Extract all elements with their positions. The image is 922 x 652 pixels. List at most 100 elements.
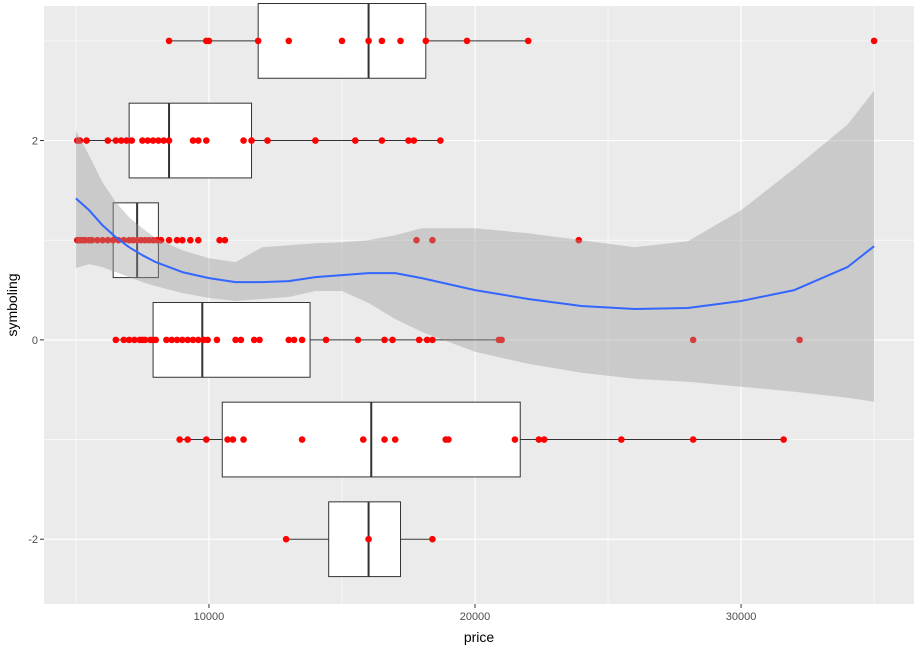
data-point xyxy=(149,137,157,144)
data-point xyxy=(229,436,237,443)
data-point xyxy=(422,37,430,45)
data-point xyxy=(104,236,112,244)
data-point xyxy=(575,236,583,244)
data-point xyxy=(780,436,787,443)
data-point xyxy=(83,137,90,144)
data-point xyxy=(88,236,96,244)
data-point xyxy=(168,336,176,344)
data-point xyxy=(264,137,271,144)
data-point xyxy=(359,436,367,443)
data-point xyxy=(240,436,247,443)
data-point xyxy=(112,336,120,344)
data-point xyxy=(237,336,245,344)
data-point xyxy=(139,137,146,144)
data-point xyxy=(445,436,452,443)
y-tick-label: 0 xyxy=(32,335,38,347)
data-point xyxy=(112,137,120,144)
data-point xyxy=(415,336,423,344)
data-point xyxy=(796,336,803,344)
data-point xyxy=(224,436,231,443)
data-point xyxy=(221,236,229,244)
data-point xyxy=(429,535,436,543)
data-point xyxy=(689,436,697,443)
data-point xyxy=(104,137,112,144)
data-point xyxy=(93,236,101,244)
y-tick-label: -2 xyxy=(28,534,38,546)
smooth-confidence-band xyxy=(75,90,875,402)
data-point xyxy=(413,236,420,244)
data-point xyxy=(870,37,878,45)
data-point xyxy=(285,336,293,344)
data-point xyxy=(179,236,186,244)
data-point xyxy=(423,336,431,344)
data-point xyxy=(429,336,436,344)
y-axis-title: symboling xyxy=(4,273,20,336)
data-point xyxy=(204,336,211,344)
data-point xyxy=(248,137,255,144)
boxplot-symboling--1 xyxy=(179,401,784,478)
data-point xyxy=(689,336,697,344)
y-tick-label: 2 xyxy=(32,136,38,148)
data-point xyxy=(165,37,173,45)
data-point xyxy=(187,236,194,244)
data-point xyxy=(391,436,399,443)
data-point xyxy=(354,336,362,344)
data-point xyxy=(524,37,532,45)
confidence-band xyxy=(75,90,875,402)
data-points xyxy=(73,37,878,543)
data-point xyxy=(397,37,404,45)
data-point xyxy=(141,336,149,344)
data-point xyxy=(99,236,106,244)
data-point xyxy=(128,137,136,144)
data-point xyxy=(117,137,125,144)
data-point xyxy=(250,336,258,344)
data-point xyxy=(120,336,128,344)
data-point xyxy=(378,37,386,45)
data-point xyxy=(498,336,505,344)
data-point xyxy=(410,137,418,144)
data-point xyxy=(322,336,330,344)
data-point xyxy=(163,336,170,344)
data-point xyxy=(109,236,117,244)
data-point xyxy=(437,137,444,144)
data-point xyxy=(195,137,202,144)
data-point xyxy=(540,436,548,443)
data-point xyxy=(173,236,181,244)
data-point xyxy=(535,436,543,443)
data-point xyxy=(213,336,221,344)
data-point xyxy=(157,236,165,244)
data-point xyxy=(165,137,173,144)
data-point xyxy=(152,336,160,344)
data-point xyxy=(338,37,346,45)
data-point xyxy=(312,137,319,144)
data-point xyxy=(298,436,306,443)
data-point xyxy=(389,336,396,344)
data-point xyxy=(254,37,262,45)
smooth-trend-line xyxy=(75,197,875,310)
data-point xyxy=(184,336,191,344)
data-point xyxy=(378,137,386,144)
x-tick-label: 10000 xyxy=(194,611,225,623)
data-point xyxy=(202,436,210,443)
y-axis-ticks: -2 0 2 xyxy=(28,136,44,546)
data-point xyxy=(618,436,625,443)
data-point xyxy=(189,137,197,144)
data-point xyxy=(285,37,293,45)
data-point xyxy=(195,336,202,344)
data-point xyxy=(173,336,181,344)
data-point xyxy=(189,336,197,344)
data-point xyxy=(131,336,138,344)
data-point xyxy=(365,37,372,45)
data-point xyxy=(76,137,84,144)
data-point xyxy=(381,436,388,443)
data-point xyxy=(381,336,388,344)
data-point xyxy=(155,137,162,144)
data-point xyxy=(144,137,152,144)
x-tick-label: 30000 xyxy=(726,611,757,623)
data-point xyxy=(463,37,471,45)
data-point xyxy=(511,436,519,443)
data-point xyxy=(184,436,191,443)
boxplot-box xyxy=(328,501,402,578)
x-axis-ticks: 10000 20000 30000 xyxy=(194,604,757,623)
